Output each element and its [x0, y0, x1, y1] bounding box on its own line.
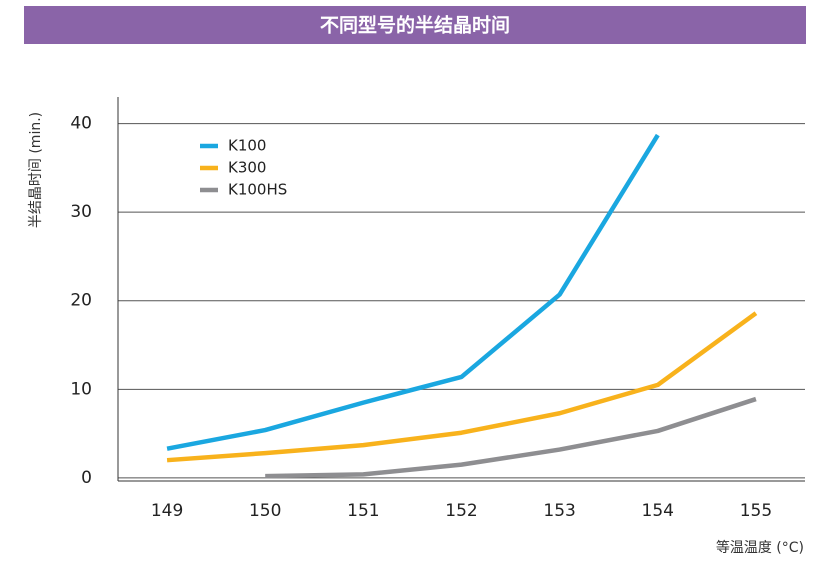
x-tick-label: 155 — [740, 501, 772, 521]
x-tick-label: 152 — [445, 501, 477, 521]
chart-title: 不同型号的半结晶时间 — [320, 14, 510, 37]
data-line — [166, 133, 660, 451]
y-tick-label: 0 — [81, 468, 92, 488]
x-axis-label: 等温温度 (°C) — [716, 539, 804, 556]
x-tick-label: 153 — [543, 501, 575, 521]
y-tick-label: 40 — [70, 114, 92, 134]
legend-label: K100 — [228, 137, 266, 155]
legend-label: K300 — [228, 159, 266, 177]
x-tick-label: 151 — [347, 501, 379, 521]
y-tick-label: 20 — [70, 291, 92, 311]
x-tick-label: 154 — [642, 501, 674, 521]
legend-label: K100HS — [228, 181, 287, 199]
x-tick-label: 149 — [151, 501, 183, 521]
title-banner — [24, 6, 806, 44]
x-tick-label: 150 — [249, 501, 281, 521]
y-axis-label: 半结晶时间 (min.) — [28, 112, 44, 228]
data-line — [166, 311, 758, 463]
y-tick-label: 10 — [70, 379, 92, 399]
data-line — [265, 396, 757, 479]
y-tick-label: 30 — [70, 202, 92, 222]
